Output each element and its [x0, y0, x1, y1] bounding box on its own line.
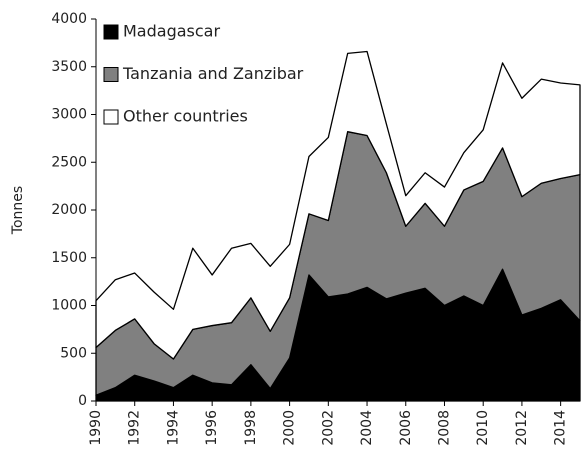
y-tick-label: 2500 [51, 154, 87, 170]
x-tick-label: 1994 [165, 410, 181, 446]
x-tick-label: 2014 [553, 410, 569, 446]
y-tick-label: 1500 [51, 250, 87, 266]
y-tick-label: 3000 [51, 107, 87, 123]
y-tick-label: 500 [60, 345, 87, 361]
legend-swatch [103, 109, 119, 125]
x-tick-label: 1996 [204, 410, 220, 446]
y-tick-label: 4000 [51, 11, 87, 27]
y-tick-label: 0 [78, 393, 87, 409]
y-tick-label: 1000 [51, 298, 87, 314]
x-tick-label: 1998 [243, 410, 259, 446]
legend-label: Madagascar [123, 22, 220, 41]
x-tick-label: 1992 [127, 410, 143, 446]
y-tick-label: 3500 [51, 59, 87, 75]
x-tick-label: 2008 [436, 410, 452, 446]
legend-label: Tanzania and Zanzibar [122, 64, 304, 83]
x-tick-label: 2000 [282, 410, 298, 446]
legend-swatch [103, 67, 119, 82]
legend-label: Other countries [123, 107, 248, 126]
x-tick-label: 2004 [359, 410, 375, 446]
y-axis-label: Tonnes [10, 186, 26, 235]
x-tick-label: 2012 [514, 410, 530, 446]
x-tick-label: 2006 [398, 410, 414, 446]
area [95, 50, 581, 360]
x-tick-label: 2010 [475, 410, 491, 446]
x-tick-label: 1990 [88, 410, 104, 446]
x-tick-label: 2002 [320, 410, 336, 446]
legend-swatch [103, 24, 119, 40]
y-tick-label: 2000 [51, 202, 87, 218]
